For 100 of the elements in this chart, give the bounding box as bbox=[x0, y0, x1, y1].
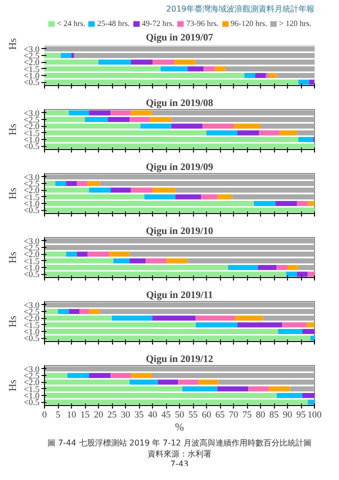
chart-title: Qigu in 2019/12 bbox=[146, 354, 214, 365]
x-tick-label: 75 bbox=[242, 410, 252, 420]
bar bbox=[196, 316, 235, 321]
bar bbox=[278, 329, 302, 334]
x-tick-label: 25 bbox=[107, 410, 117, 420]
bar bbox=[171, 124, 202, 129]
bar bbox=[248, 386, 269, 392]
bar bbox=[232, 194, 314, 200]
x-tick-label: 80 bbox=[256, 410, 266, 420]
bar bbox=[201, 194, 218, 200]
bar bbox=[282, 322, 306, 328]
source-note: 資料來源：水利署 bbox=[148, 450, 212, 458]
bar bbox=[44, 252, 66, 257]
caption: 圖 7-44 七股浮標測站 2019 年 7-12 月波高與連續作用時數百分比統計圖 bbox=[48, 438, 312, 448]
bar bbox=[188, 66, 204, 72]
bar bbox=[276, 265, 288, 270]
bar bbox=[268, 73, 277, 78]
bar bbox=[296, 201, 308, 206]
bar bbox=[80, 309, 90, 314]
bar bbox=[214, 66, 226, 72]
bar bbox=[109, 252, 130, 257]
bar bbox=[66, 181, 77, 186]
bar bbox=[308, 201, 314, 206]
bar bbox=[88, 252, 110, 257]
bar bbox=[67, 373, 90, 378]
chart-title: Qigu in 2019/08 bbox=[146, 98, 214, 109]
x-tick-label: 100 bbox=[308, 410, 322, 420]
bar bbox=[144, 194, 176, 200]
bar bbox=[202, 124, 234, 129]
x-tick-label: 15 bbox=[80, 410, 90, 420]
y-axis-title: Hs bbox=[8, 124, 19, 136]
chart-title: Qigu in 2019/10 bbox=[146, 226, 214, 237]
y-axis-title: Hs bbox=[8, 252, 19, 264]
legend-label: 96-120 hrs. bbox=[230, 18, 268, 28]
bar bbox=[160, 66, 188, 72]
bar bbox=[89, 188, 111, 193]
bar bbox=[175, 194, 202, 200]
bar bbox=[306, 322, 314, 328]
x-tick-label: 20 bbox=[94, 410, 104, 420]
legend-label: 73-96 hrs. bbox=[186, 18, 219, 28]
legend-label: 49-72 hrs. bbox=[142, 18, 174, 28]
bar bbox=[98, 60, 131, 65]
x-tick-label: 10 bbox=[66, 410, 76, 420]
chart-title: Qigu in 2019/07 bbox=[146, 32, 214, 44]
bar bbox=[68, 309, 80, 314]
bar bbox=[72, 53, 74, 58]
bar bbox=[279, 130, 297, 136]
text: 2019年臺灣海域波浪觀測資料月統計年報 bbox=[166, 4, 314, 14]
bar bbox=[113, 258, 130, 264]
bar bbox=[76, 252, 88, 257]
bar bbox=[112, 316, 152, 321]
bar bbox=[217, 194, 232, 200]
bar bbox=[302, 393, 314, 398]
bar bbox=[244, 73, 256, 78]
bar bbox=[158, 380, 178, 385]
bar bbox=[268, 386, 290, 392]
bar bbox=[234, 124, 260, 129]
bar bbox=[298, 80, 310, 85]
bar bbox=[76, 181, 88, 186]
bar bbox=[152, 316, 196, 321]
legend-label: > 120 hrs. bbox=[279, 18, 312, 28]
bar bbox=[309, 80, 314, 85]
bar bbox=[89, 309, 100, 314]
bar bbox=[130, 258, 146, 264]
x-tick-label: 55 bbox=[188, 410, 198, 420]
bar bbox=[206, 130, 238, 136]
x-axis-title: % bbox=[175, 422, 184, 434]
bar bbox=[276, 393, 302, 398]
bar bbox=[288, 265, 298, 270]
bar bbox=[308, 272, 314, 277]
bar bbox=[259, 130, 280, 136]
x-tick-label: 45 bbox=[161, 410, 171, 420]
bar bbox=[296, 272, 308, 277]
x-tick-label: 95 bbox=[296, 410, 306, 420]
x-tick-label: 85 bbox=[269, 410, 279, 420]
x-tick-label: 0 bbox=[42, 410, 48, 420]
bar bbox=[58, 309, 69, 314]
bar bbox=[255, 73, 266, 78]
bar bbox=[296, 130, 314, 136]
bar bbox=[266, 73, 269, 78]
y-axis-title: Hs bbox=[8, 188, 19, 200]
bar bbox=[286, 272, 297, 277]
bar bbox=[152, 60, 174, 65]
y-axis-title: Hs bbox=[8, 38, 19, 50]
bar bbox=[110, 188, 131, 193]
chart-title: Qigu in 2019/11 bbox=[146, 290, 213, 301]
bar bbox=[130, 60, 152, 65]
bar bbox=[60, 53, 72, 58]
bar bbox=[228, 265, 258, 270]
bar bbox=[308, 400, 314, 405]
bar bbox=[298, 137, 314, 142]
bar bbox=[198, 380, 219, 385]
bar bbox=[130, 188, 152, 193]
bar bbox=[275, 201, 297, 206]
bar bbox=[234, 316, 264, 321]
legend-label: < 24 hrs. bbox=[57, 18, 86, 28]
x-tick-label: 5 bbox=[56, 410, 61, 420]
bar bbox=[310, 336, 314, 341]
bar bbox=[302, 329, 314, 334]
bar bbox=[146, 258, 166, 264]
